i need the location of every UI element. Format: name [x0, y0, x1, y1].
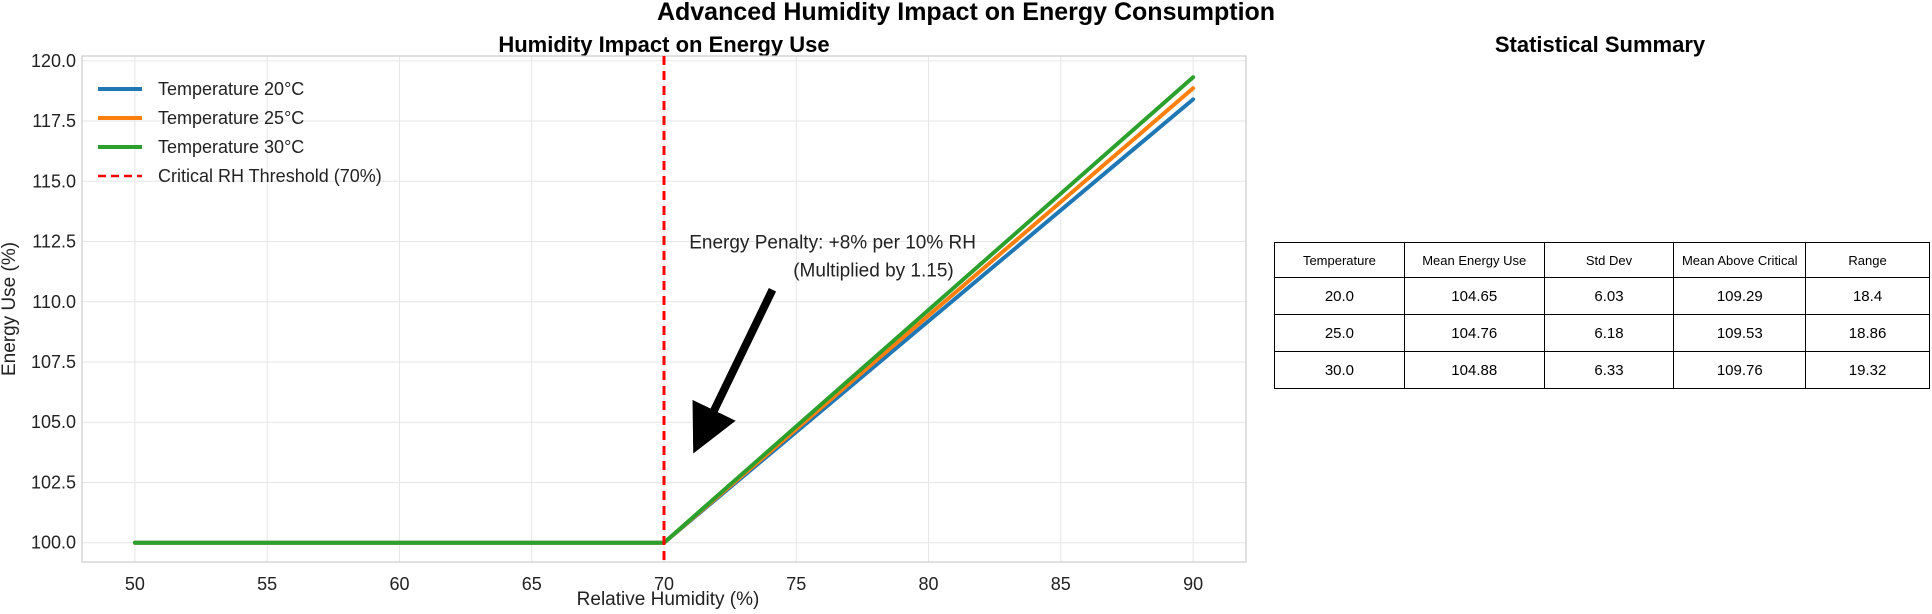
y-tick-label: 120.0: [31, 51, 76, 71]
table-cell: 18.86: [1805, 314, 1930, 352]
x-tick-label: 60: [389, 574, 409, 594]
table-cell: 104.65: [1403, 277, 1545, 315]
table-cell: 25.0: [1274, 314, 1405, 352]
line-chart: 50 55 60 65 70 75 80 85 90 100.0 102.5 105.0 107.5 11…: [0, 51, 1247, 610]
x-tick-label: 50: [125, 574, 145, 594]
table-cell: 6.18: [1543, 314, 1675, 352]
table-row: 30.0 104.88 6.33 109.76 19.32: [1274, 351, 1930, 389]
x-tick-label: 90: [1183, 574, 1203, 594]
chart-title: Humidity Impact on Energy Use: [498, 32, 830, 57]
legend-label: Temperature 25°C: [158, 108, 304, 128]
annotation-arrow: [692, 287, 777, 454]
y-tick-label: 102.5: [31, 472, 76, 492]
x-axis-label: Relative Humidity (%): [577, 589, 760, 610]
legend-label: Temperature 30°C: [158, 137, 304, 157]
stats-header-cell: Mean Above Critical: [1673, 242, 1807, 278]
y-tick-label: 110.0: [32, 292, 76, 312]
table-row: 20.0 104.65 6.03 109.29 18.4: [1274, 277, 1930, 315]
table-cell: 109.76: [1673, 351, 1807, 389]
y-tick-label: 105.0: [31, 412, 76, 432]
stats-header-row: Temperature Mean Energy Use Std Dev Mean…: [1274, 242, 1930, 278]
table-cell: 18.4: [1805, 277, 1930, 315]
table-cell: 109.53: [1673, 314, 1807, 352]
annotation-text: (Multiplied by 1.15): [793, 261, 954, 282]
table-cell: 104.76: [1403, 314, 1545, 352]
y-tick-label: 117.5: [32, 111, 76, 131]
x-tick-label: 70: [654, 574, 674, 594]
annotation-text: Energy Penalty: +8% per 10% RH: [689, 233, 976, 254]
stats-header-cell: Mean Energy Use: [1403, 242, 1545, 278]
x-tick-label: 85: [1051, 574, 1071, 594]
legend-label: Temperature 20°C: [158, 79, 304, 99]
legend-label: Critical RH Threshold (70%): [158, 166, 382, 186]
stats-header-cell: Temperature: [1274, 242, 1405, 278]
y-tick-label: 112.5: [32, 232, 76, 252]
stats-header-cell: Range: [1805, 242, 1930, 278]
y-tick-label: 100.0: [31, 533, 76, 553]
x-tick-label: 75: [786, 574, 806, 594]
y-axis-label: Energy Use (%): [0, 242, 20, 376]
stats-title: Statistical Summary: [1494, 32, 1706, 57]
table-cell: 30.0: [1274, 351, 1405, 389]
y-tick-label: 115.0: [32, 171, 76, 191]
stats-header-cell: Std Dev: [1543, 242, 1675, 278]
stats-table: Temperature Mean Energy Use Std Dev Mean…: [1274, 242, 1930, 389]
table-cell: 20.0: [1274, 277, 1405, 315]
table-row: 25.0 104.76 6.18 109.53 18.86: [1274, 314, 1930, 352]
table-cell: 104.88: [1403, 351, 1545, 389]
table-cell: 6.33: [1543, 351, 1675, 389]
x-tick-label: 55: [257, 574, 277, 594]
table-cell: 109.29: [1673, 277, 1807, 315]
x-tick-label: 65: [522, 574, 542, 594]
figure-title: Advanced Humidity Impact on Energy Consu…: [656, 0, 1276, 26]
table-cell: 6.03: [1543, 277, 1675, 315]
y-tick-label: 107.5: [31, 352, 76, 372]
x-tick-label: 80: [919, 574, 939, 594]
table-cell: 19.32: [1805, 351, 1930, 389]
